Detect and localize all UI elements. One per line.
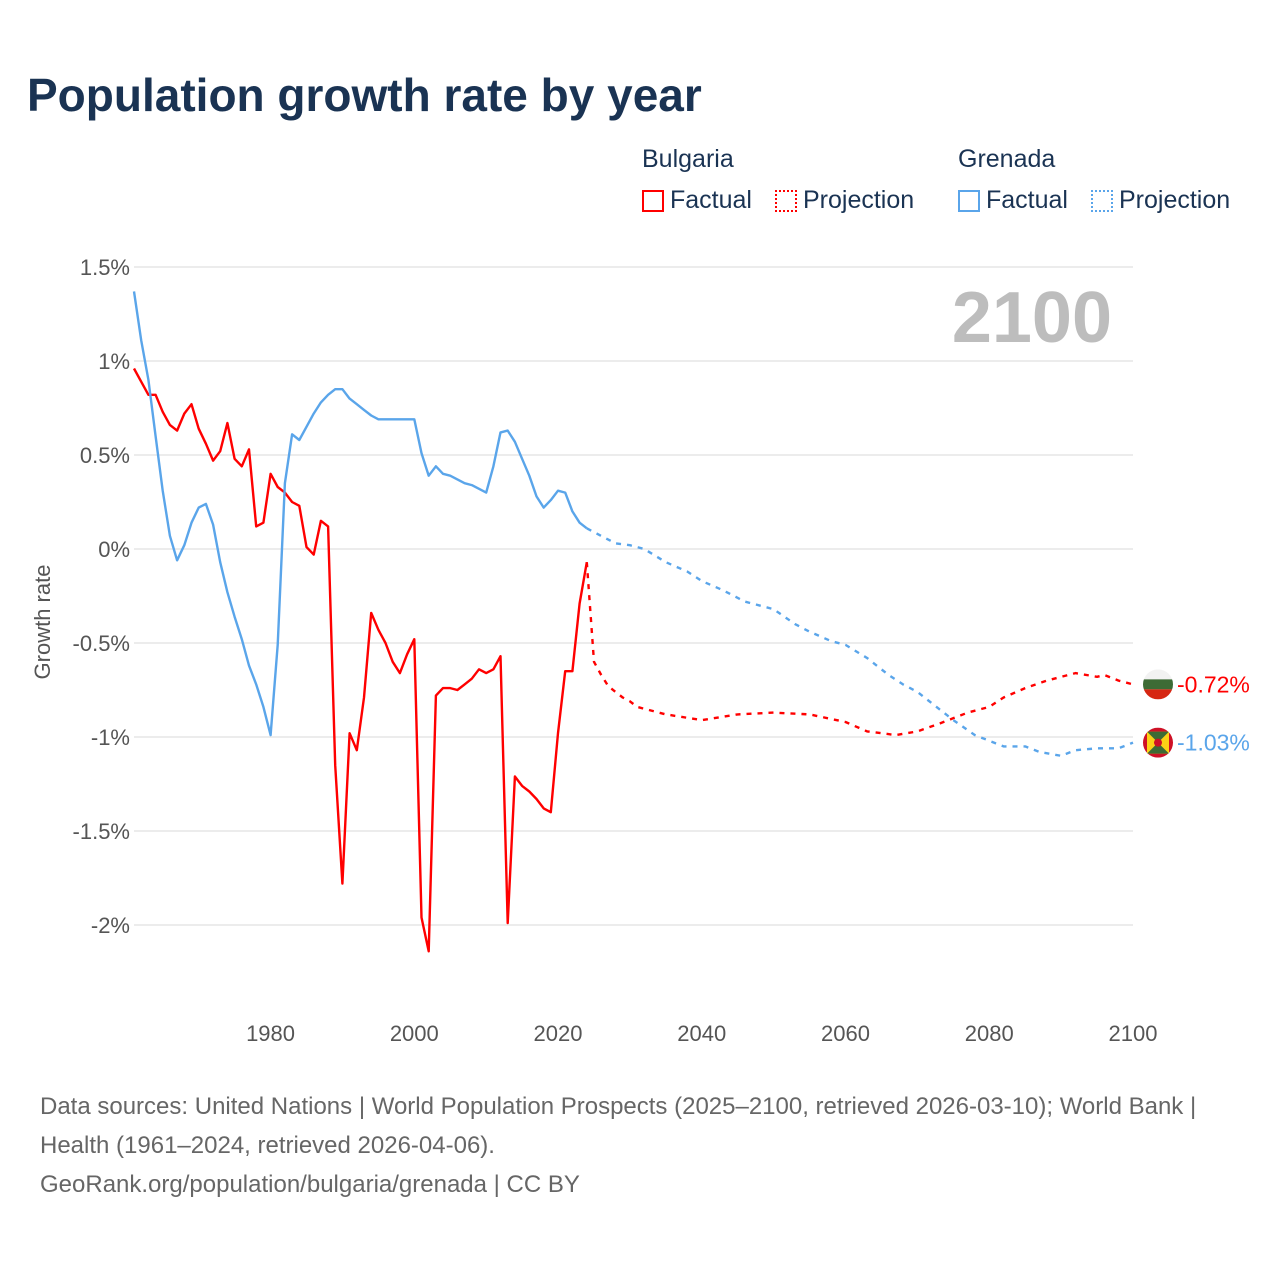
series-line-grenada-factual [132, 291, 588, 737]
legend-label: Projection [803, 186, 915, 214]
y-tick-label: 0.5% [80, 443, 130, 468]
chart-plot: 1.5% 1% 0.5% 0% -0.5% -1% -1.5% -2% 1980 2000 2020… [30, 255, 1250, 1046]
y-axis-label: Growth rate [30, 565, 55, 680]
legend-swatch-dotted-icon [1091, 189, 1113, 212]
flag-grenada-icon [1143, 727, 1173, 758]
x-tick-label: 2100 [1109, 1021, 1158, 1046]
legend-label: Factual [670, 186, 752, 214]
legend-bulgaria-projection[interactable]: Projection [775, 186, 914, 215]
legend-label: Projection [1119, 186, 1231, 214]
chart-title: Population growth rate by year [27, 69, 702, 121]
data-sources: Data sources: United Nations | World Pop… [40, 1093, 1197, 1159]
y-tick-label: -1.5% [73, 819, 130, 844]
legend-swatch-dotted-icon [775, 189, 797, 212]
legend-group-bulgaria: Bulgaria [642, 145, 734, 173]
x-tick-label: 2020 [534, 1021, 583, 1046]
credit-link[interactable]: GeoRank.org/population/bulgaria/grenada … [40, 1171, 580, 1198]
legend-swatch-solid-icon [642, 189, 664, 212]
y-tick-label: -1% [91, 725, 130, 750]
legend-swatch-solid-icon [958, 189, 980, 212]
footer: Data sources: United Nations | World Pop… [40, 1087, 1240, 1204]
legend-label: Factual [986, 186, 1068, 214]
end-value-label: -1.03% [1177, 730, 1250, 756]
y-tick-label: -0.5% [73, 631, 130, 656]
x-tick-label: 2080 [965, 1021, 1014, 1046]
series-line-grenada-projection [586, 527, 1134, 757]
y-tick-label: -2% [91, 913, 130, 938]
x-tick-label: 2040 [677, 1021, 726, 1046]
y-tick-label: 1% [98, 349, 130, 374]
y-tick-label: 0% [98, 537, 130, 562]
year-watermark: 2100 [952, 278, 1112, 358]
series-line-bulgaria-projection [585, 562, 1134, 737]
x-tick-label: 2000 [390, 1021, 439, 1046]
series-line-bulgaria-factual [132, 367, 588, 953]
flag-bulgaria-icon [1143, 669, 1173, 700]
legend-bulgaria-factual[interactable]: Factual [642, 186, 752, 215]
x-tick-label: 1980 [246, 1021, 295, 1046]
y-tick-label: 1.5% [80, 255, 130, 280]
end-value-label: -0.72% [1177, 671, 1250, 697]
legend-group-grenada: Grenada [958, 145, 1056, 173]
legend-grenada-factual[interactable]: Factual [958, 186, 1068, 215]
x-tick-label: 2060 [821, 1021, 870, 1046]
legend-grenada-projection[interactable]: Projection [1091, 186, 1230, 215]
